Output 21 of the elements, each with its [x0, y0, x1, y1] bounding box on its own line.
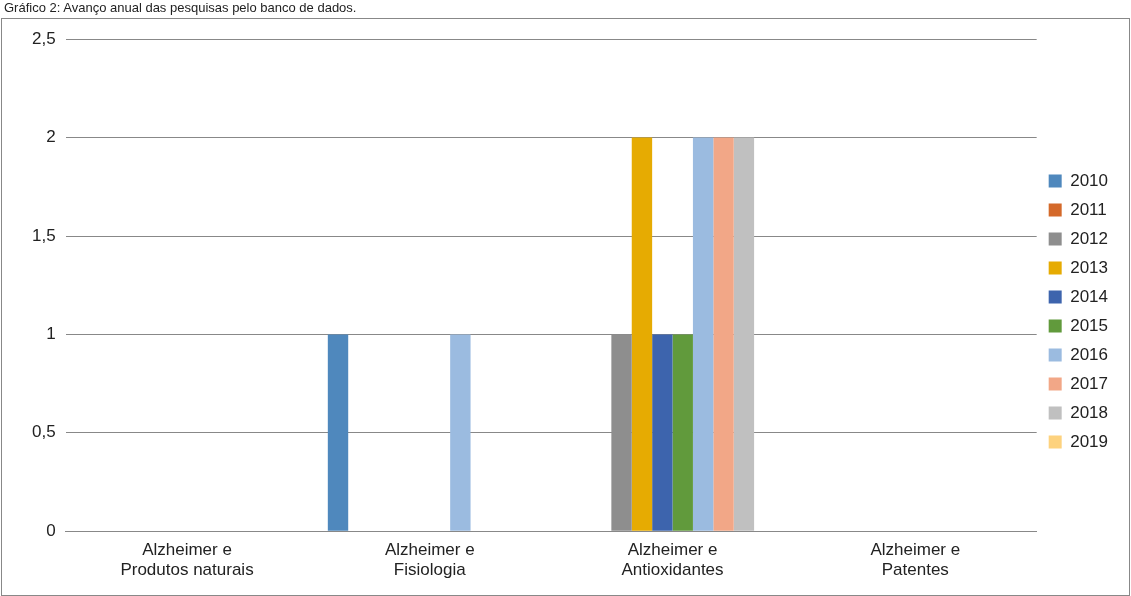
y-tick-label: 1	[46, 324, 56, 344]
x-tick-label: Alzheimer e Antioxidantes	[621, 540, 724, 580]
legend-label: 2011	[1070, 199, 1107, 219]
x-tick-label: Alzheimer e Patentes	[870, 540, 961, 580]
legend-label: 2012	[1070, 228, 1109, 248]
legend-label: 2018	[1070, 402, 1109, 422]
legend-label: 2010	[1070, 170, 1109, 190]
legend-label: 2014	[1070, 286, 1109, 306]
legend-label: 2015	[1070, 315, 1109, 335]
legend-label: 2016	[1070, 344, 1109, 364]
legend-label: 2013	[1070, 257, 1109, 277]
y-tick-label: 0,5	[31, 422, 56, 442]
y-tick-label: 2	[46, 127, 56, 147]
legend-label: 2017	[1070, 373, 1109, 393]
chart-title: Gráfico 2: Avanço anual das pesquisas pelo banco de dados.	[4, 0, 357, 15]
y-tick-label: 0	[46, 520, 56, 540]
y-tick-label: 2,5	[31, 28, 56, 48]
x-tick-label: Alzheimer e Produtos naturais	[120, 540, 254, 580]
legend-label: 2019	[1070, 431, 1109, 451]
y-tick-label: 1,5	[31, 225, 56, 245]
x-tick-label: Alzheimer e Fisiologia	[384, 540, 475, 580]
